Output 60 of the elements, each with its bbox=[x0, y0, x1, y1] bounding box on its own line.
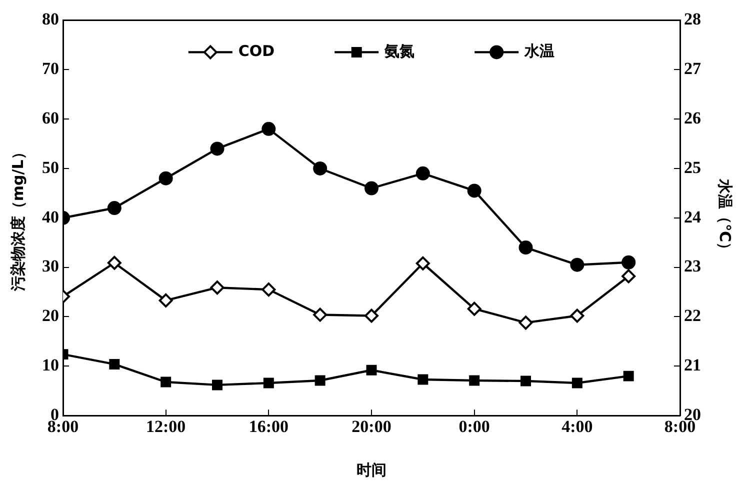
legend-label: COD bbox=[238, 42, 275, 60]
point bbox=[262, 122, 276, 136]
x-tick-label: 20:00 bbox=[352, 417, 392, 436]
y-tick-label: 80 bbox=[42, 10, 59, 29]
legend-label: 氨氮 bbox=[384, 42, 415, 60]
point bbox=[364, 308, 378, 323]
point bbox=[622, 269, 636, 284]
y2-tick-label: 25 bbox=[684, 158, 701, 177]
point bbox=[572, 378, 582, 388]
point bbox=[520, 376, 531, 386]
point bbox=[469, 375, 480, 386]
y2-tick-label: 21 bbox=[684, 356, 701, 375]
y-tick-label: 10 bbox=[42, 356, 59, 375]
x-axis-title: 时间 bbox=[356, 460, 386, 479]
y-tick-label: 40 bbox=[42, 207, 59, 226]
point bbox=[416, 166, 430, 180]
point bbox=[418, 374, 428, 385]
point bbox=[364, 181, 378, 196]
y-tick-label: 60 bbox=[42, 108, 59, 128]
legend-label: 水温 bbox=[524, 42, 555, 60]
y2-tick-label: 23 bbox=[684, 256, 701, 276]
point bbox=[518, 316, 533, 330]
point bbox=[570, 258, 584, 272]
point bbox=[107, 201, 122, 216]
y-tick-label: 30 bbox=[42, 256, 59, 276]
y2-tick-label: 22 bbox=[684, 306, 701, 326]
point bbox=[210, 280, 224, 295]
x-tick-label: 16:00 bbox=[248, 417, 289, 436]
point bbox=[313, 161, 328, 176]
point bbox=[263, 378, 274, 388]
y2-tick-label: 27 bbox=[684, 59, 702, 78]
point bbox=[467, 184, 482, 198]
point bbox=[262, 282, 276, 297]
point bbox=[570, 308, 584, 323]
y-tick-label: 50 bbox=[42, 158, 59, 177]
point bbox=[210, 142, 224, 156]
y-axis-title: 污染物浓度（mg/L） bbox=[8, 144, 27, 292]
point bbox=[623, 370, 634, 382]
y2-axis-title: 水温（℃） bbox=[716, 178, 734, 257]
y2-tick-label: 26 bbox=[684, 108, 701, 128]
x-tick-label: 12:00 bbox=[146, 417, 186, 436]
y2-tick-label: 24 bbox=[684, 207, 702, 226]
point bbox=[366, 364, 377, 376]
point bbox=[212, 380, 222, 390]
point bbox=[313, 308, 328, 322]
x-tick-label: 0:00 bbox=[458, 417, 490, 436]
point bbox=[622, 255, 636, 270]
y-tick-label: 70 bbox=[42, 59, 59, 78]
x-tick-label: 4:00 bbox=[562, 417, 593, 436]
point bbox=[416, 256, 430, 270]
point bbox=[107, 256, 122, 270]
point bbox=[158, 171, 173, 186]
y-tick-label: 20 bbox=[42, 306, 59, 326]
point bbox=[314, 375, 326, 386]
point bbox=[109, 358, 120, 370]
point bbox=[518, 240, 533, 255]
point bbox=[158, 293, 173, 308]
y2-tick-label: 28 bbox=[684, 10, 701, 29]
point bbox=[160, 376, 172, 388]
point bbox=[467, 302, 482, 316]
